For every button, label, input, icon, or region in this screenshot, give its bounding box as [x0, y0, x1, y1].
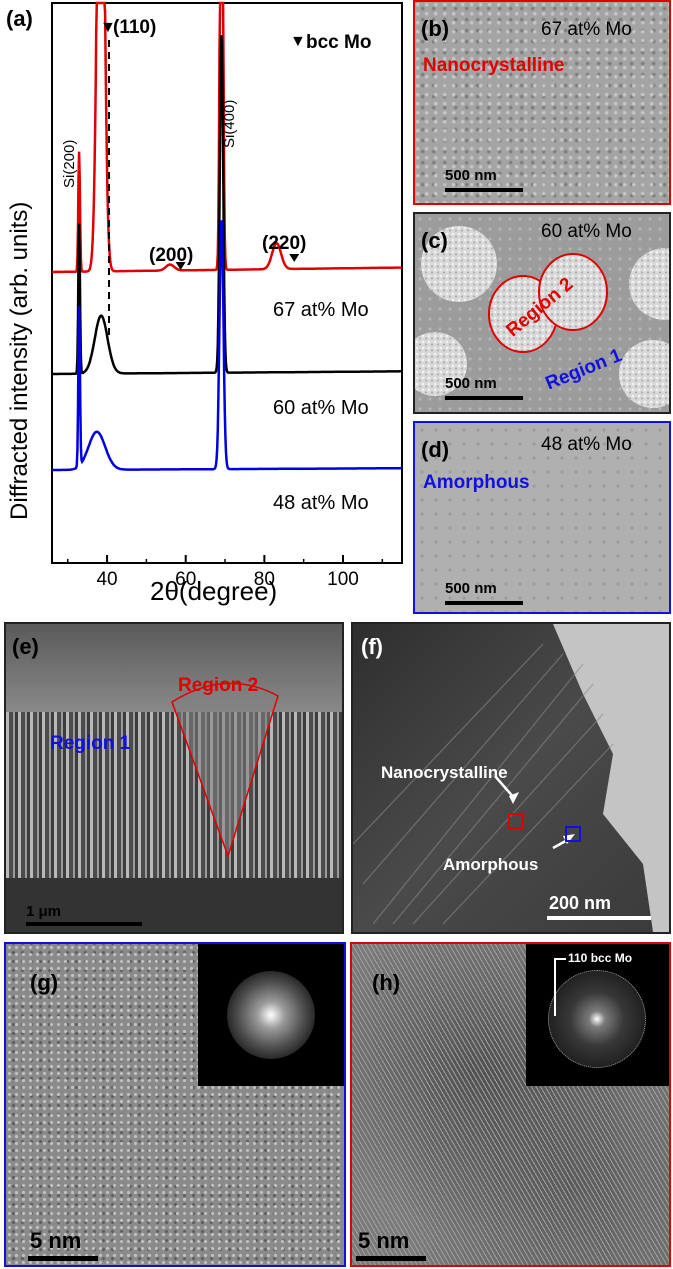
curve-label-60: 60 at% Mo: [273, 397, 369, 419]
grain-cluster: [619, 340, 669, 408]
peak-200-label: (200): [149, 245, 194, 266]
peak-marker: [175, 262, 186, 270]
curve-label-48: 48 at% Mo: [273, 492, 369, 514]
tem-overlay-f: [353, 624, 669, 932]
x-tick-label: 40: [96, 569, 117, 590]
panel-label-d: (d): [421, 437, 450, 462]
legend-bcc-mo: bcc Mo: [306, 32, 372, 53]
panel-label-b: (b): [421, 16, 450, 41]
peak-marker: [289, 254, 300, 262]
scale-text-b: 500 nm: [445, 167, 497, 184]
scale-text-d: 500 nm: [445, 580, 497, 597]
scale-text-f: 200 nm: [549, 893, 612, 913]
amorphous-label-f: Amorphous: [443, 855, 539, 874]
legend-marker-icon: ▼: [290, 33, 306, 50]
x-tick-label: 60: [175, 569, 196, 590]
amorphous-marker-box: [565, 826, 581, 842]
phase-label-d: Amorphous: [423, 472, 530, 493]
fft-pointer-line: [554, 958, 566, 960]
grain-cluster: [629, 248, 669, 320]
region-2-cone-e: [171, 682, 279, 859]
grain-cluster: [421, 226, 497, 302]
scale-bar-e: [26, 922, 142, 926]
panel-label-h: (h): [372, 970, 401, 995]
scale-bar-b: [445, 188, 523, 192]
fft-pointer-drop: [554, 958, 556, 1016]
fft-inset-g: [198, 944, 344, 1086]
nanocrystalline-label-f: Nanocrystalline: [381, 763, 508, 782]
fft-ring-h: [548, 970, 646, 1068]
scale-text-g: 5 nm: [30, 1228, 82, 1253]
region-2-right: [538, 253, 608, 331]
series-line: [52, 220, 402, 472]
scale-text-h: 5 nm: [358, 1228, 410, 1253]
panel-label-g: (g): [30, 970, 59, 995]
xrd-chart: 40 60 80 100: [51, 1, 403, 590]
si200-label: Si(200): [61, 139, 78, 188]
peak-110-label: (110): [113, 17, 157, 38]
y-axis-label: Diffracted intensity (arb. units): [6, 201, 33, 520]
panel-label-e: (e): [12, 634, 39, 659]
sem-panel-e: (e) Region 2 Region 1 1 μm: [4, 622, 344, 934]
tem-panel-f: (f) Nanocrystalline Amorphous 200 nm: [351, 622, 671, 934]
plot-frame: [51, 2, 403, 564]
scale-bar-g: [28, 1256, 98, 1261]
x-tick-label: 80: [254, 569, 275, 590]
grain-cluster: [415, 332, 467, 396]
curve-label-67: 67 at% Mo: [273, 299, 369, 321]
scale-text-c: 500 nm: [445, 375, 497, 392]
panel-label-f: (f): [361, 634, 383, 659]
x-tick-label: 100: [327, 569, 359, 590]
composition-b: 67 at% Mo: [541, 19, 632, 40]
peak-220-label: (220): [262, 233, 307, 254]
nanocrystalline-marker-box: [508, 813, 524, 829]
scale-bar-d: [445, 601, 523, 605]
scale-bar-h: [356, 1256, 426, 1261]
surface-area: [6, 624, 342, 714]
fft-ring: [227, 971, 315, 1059]
scale-bar-c: [445, 396, 523, 400]
panel-label-a: (a): [6, 6, 33, 31]
x-axis-label: 2θ(degree): [150, 576, 278, 606]
phase-label-b: Nanocrystalline: [423, 55, 565, 76]
series-line: [52, 34, 402, 376]
hrtem-panel-g: (g) 5 nm: [4, 942, 346, 1267]
series-line: [52, 1, 402, 274]
region-2-label-e: Region 2: [178, 675, 259, 696]
sem-panel-b: (b) 67 at% Mo Nanocrystalline 500 nm: [413, 0, 671, 205]
composition-d: 48 at% Mo: [541, 434, 632, 455]
columnar-film: [6, 712, 342, 880]
region-overlay-c: [415, 226, 669, 408]
xrd-panel: 40 60 80 100 (a) ▼ bcc Mo ▼ (110) (200) (22…: [0, 0, 410, 610]
hrtem-panel-h: 110 bcc Mo (h) 5 nm: [350, 942, 671, 1267]
sem-panel-c: (c) 60 at% Mo Region 2 Region 1 500 nm: [413, 212, 671, 414]
fft-inset-h: 110 bcc Mo: [526, 944, 669, 1086]
sem-panel-d: (d) 48 at% Mo Amorphous 500 nm: [413, 421, 671, 614]
panel-label-c: (c): [421, 228, 448, 253]
scale-bar-f: [547, 916, 651, 920]
si400-label: Si(400): [221, 99, 238, 148]
region-1-label-e: Region 1: [50, 733, 131, 754]
peak-110-marker-icon: ▼: [100, 19, 116, 36]
composition-c: 60 at% Mo: [541, 221, 632, 242]
fft-label-h: 110 bcc Mo: [568, 951, 633, 965]
scale-text-e: 1 μm: [26, 903, 62, 920]
